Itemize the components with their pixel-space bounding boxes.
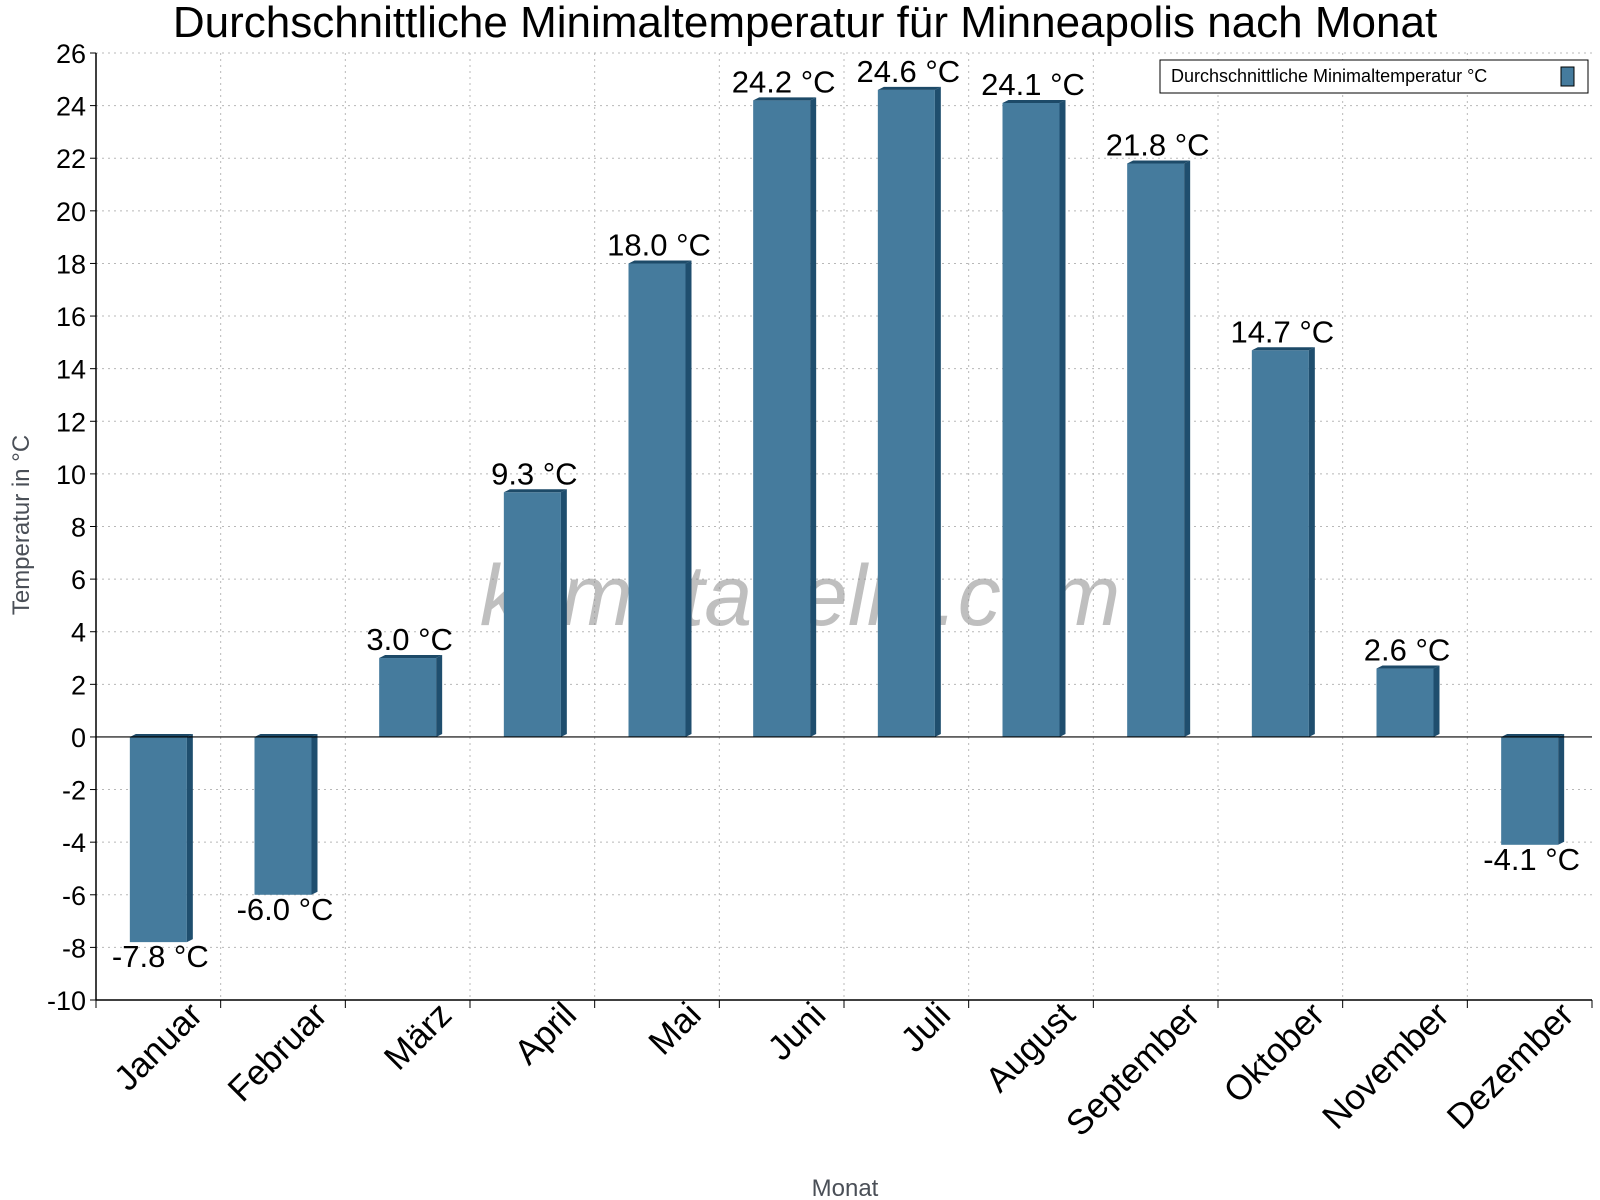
x-tick-label: März — [377, 995, 460, 1078]
data-label: 21.8 °C — [1106, 127, 1210, 162]
bar-side — [685, 260, 692, 737]
data-label: -4.1 °C — [1483, 842, 1580, 877]
bar-top — [1127, 160, 1191, 164]
y-tick-label: 8 — [71, 513, 86, 543]
y-axis-title: Temperatur in °C — [8, 435, 35, 615]
bar-side — [1433, 665, 1440, 737]
legend-swatch — [1560, 66, 1575, 87]
bar-top — [1251, 347, 1315, 351]
y-tick-label: -8 — [62, 933, 86, 963]
bar — [1251, 350, 1309, 737]
data-label: 24.1 °C — [981, 67, 1085, 102]
data-label: 3.0 °C — [366, 622, 453, 657]
y-tick-label: 10 — [56, 460, 86, 490]
bar — [1501, 736, 1559, 845]
y-tick-label: 14 — [56, 355, 86, 385]
bar-top — [1002, 99, 1066, 103]
x-axis-title: Monat — [812, 1175, 879, 1200]
bar — [1376, 668, 1434, 737]
x-tick-label: Oktober — [1216, 995, 1332, 1111]
y-tick-label: 24 — [56, 92, 86, 122]
chart-title: Durchschnittliche Minimaltemperatur für … — [173, 0, 1437, 47]
bar — [753, 100, 811, 737]
y-tick-label: -10 — [47, 986, 86, 1016]
bar-side — [1184, 160, 1191, 737]
y-tick-label: 20 — [56, 197, 86, 227]
bar — [254, 736, 312, 895]
bar-side — [1308, 347, 1315, 737]
bar — [1127, 163, 1185, 737]
data-label: 9.3 °C — [491, 456, 578, 491]
legend-label: Durchschnittliche Minimaltemperatur °C — [1171, 66, 1487, 86]
x-tick-label: August — [978, 995, 1083, 1100]
bar-side — [810, 97, 817, 737]
bar-side — [186, 733, 193, 943]
legend: Durchschnittliche Minimaltemperatur °C — [1159, 59, 1589, 94]
bar-top — [1376, 665, 1440, 669]
data-label: -7.8 °C — [112, 939, 209, 974]
y-tick-label: 16 — [56, 302, 86, 332]
data-label: 18.0 °C — [607, 227, 711, 262]
bar-top — [379, 655, 443, 659]
y-tick-label: 18 — [56, 249, 86, 279]
bar — [628, 263, 686, 737]
x-tick-label: November — [1315, 995, 1457, 1137]
data-label: 14.7 °C — [1230, 314, 1334, 349]
bar-side — [1558, 733, 1565, 845]
y-tick-label: 12 — [56, 407, 86, 437]
bar-side — [436, 655, 443, 737]
y-tick-label: 26 — [56, 39, 86, 69]
x-tick-label: Juli — [893, 995, 958, 1060]
y-tick-label: -2 — [62, 776, 86, 806]
bar — [129, 736, 187, 943]
x-tick-label: Juni — [760, 995, 833, 1068]
bar-side — [1059, 99, 1066, 737]
bar — [877, 89, 935, 737]
bar-side — [311, 733, 318, 895]
bar — [503, 492, 561, 737]
bar — [379, 658, 437, 737]
x-tick-label: Mai — [641, 995, 708, 1062]
y-tick-label: 0 — [71, 723, 86, 753]
x-tick-label: Januar — [107, 995, 210, 1098]
x-tick-label: Februar — [220, 995, 334, 1109]
bar-top — [254, 733, 318, 737]
bar-side — [560, 489, 567, 737]
data-label: -6.0 °C — [237, 892, 334, 927]
bars — [129, 86, 1565, 943]
y-tick-label: 2 — [71, 670, 86, 700]
gridlines — [96, 52, 1592, 1001]
bar-top — [503, 489, 567, 493]
legend-box — [1159, 59, 1589, 94]
data-label: 24.2 °C — [732, 64, 836, 99]
bar-top — [129, 733, 193, 737]
y-tick-label: -6 — [62, 881, 86, 911]
bar-top — [753, 97, 817, 101]
x-tick-label: Dezember — [1440, 995, 1582, 1137]
bar-side — [934, 86, 941, 737]
bar — [1002, 102, 1060, 737]
y-tick-label: -4 — [62, 828, 86, 858]
bar-top — [877, 86, 941, 90]
data-label: 2.6 °C — [1364, 633, 1451, 668]
bar-top — [628, 260, 692, 264]
data-label: 24.6 °C — [856, 54, 960, 89]
bar-top — [1501, 733, 1565, 737]
x-tick-label: September — [1059, 995, 1208, 1144]
x-tick-label: April — [507, 995, 584, 1072]
y-tick-label: 4 — [71, 618, 86, 648]
y-tick-label: 22 — [56, 144, 86, 174]
y-tick-label: 6 — [71, 565, 86, 595]
